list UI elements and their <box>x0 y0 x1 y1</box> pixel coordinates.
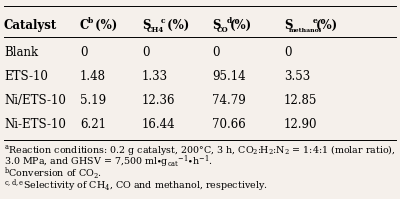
Text: 12.36: 12.36 <box>142 94 176 107</box>
Text: Catalyst: Catalyst <box>4 19 57 32</box>
Text: 3.53: 3.53 <box>284 70 310 83</box>
Text: (%): (%) <box>230 19 252 32</box>
Text: CO: CO <box>217 26 229 34</box>
Text: methanol: methanol <box>289 28 322 33</box>
Text: $\mathregular{^a}$Reaction conditions: 0.2 g catalyst, 200°C, 3 h, CO$\mathregul: $\mathregular{^a}$Reaction conditions: 0… <box>4 143 396 157</box>
Text: 12.90: 12.90 <box>284 118 318 131</box>
Text: Ni/ETS-10: Ni/ETS-10 <box>4 94 66 107</box>
Text: $\mathregular{^b}$Conversion of CO$\mathregular{_2}$.: $\mathregular{^b}$Conversion of CO$\math… <box>4 166 102 182</box>
Text: c: c <box>160 17 165 25</box>
Text: 3.0 MPa, and GHSV = 7,500 ml$\mathregular{\bullet}$g$\mathregular{_{cat}}$$\math: 3.0 MPa, and GHSV = 7,500 ml$\mathregula… <box>4 154 213 171</box>
Text: S: S <box>212 19 220 32</box>
Text: 1.48: 1.48 <box>80 70 106 83</box>
Text: 6.21: 6.21 <box>80 118 106 131</box>
Text: S: S <box>142 19 150 32</box>
Text: (%): (%) <box>316 19 338 32</box>
Text: d: d <box>227 17 232 25</box>
Text: $\mathregular{^{c,d,e}}$Selectivity of CH$\mathregular{_4}$, CO and methanol, re: $\mathregular{^{c,d,e}}$Selectivity of C… <box>4 177 268 194</box>
Text: b: b <box>88 17 93 25</box>
Text: 16.44: 16.44 <box>142 118 176 131</box>
Text: 74.79: 74.79 <box>212 94 246 107</box>
Text: ETS-10: ETS-10 <box>4 70 48 83</box>
Text: S: S <box>284 19 292 32</box>
Text: e: e <box>313 17 318 25</box>
Text: Ni-ETS-10: Ni-ETS-10 <box>4 118 66 131</box>
Text: CH4: CH4 <box>147 26 164 34</box>
Text: 95.14: 95.14 <box>212 70 246 83</box>
Text: 0: 0 <box>284 46 292 59</box>
Text: C: C <box>80 19 89 32</box>
Text: 5.19: 5.19 <box>80 94 106 107</box>
Text: 0: 0 <box>142 46 150 59</box>
Text: 70.66: 70.66 <box>212 118 246 131</box>
Text: (%): (%) <box>91 19 117 32</box>
Text: 12.85: 12.85 <box>284 94 317 107</box>
Text: 0: 0 <box>212 46 220 59</box>
Text: (%): (%) <box>163 19 189 32</box>
Text: 0: 0 <box>80 46 88 59</box>
Text: Blank: Blank <box>4 46 38 59</box>
Text: 1.33: 1.33 <box>142 70 168 83</box>
